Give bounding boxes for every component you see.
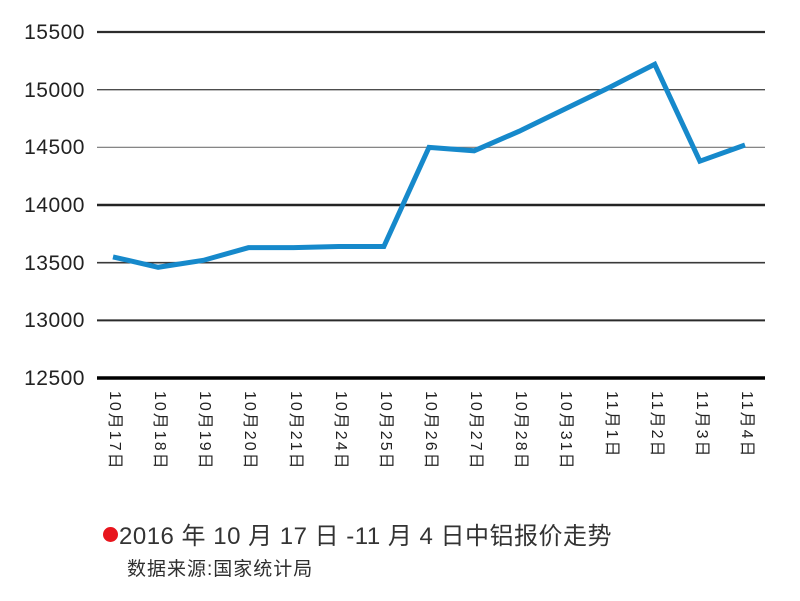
x-tick-label: 11月2日 (647, 391, 665, 459)
price-line-series (112, 60, 746, 270)
x-tick-label: 11月3日 (692, 391, 710, 459)
y-tick-label: 12500 (24, 367, 85, 390)
y-tick-label: 13500 (24, 251, 85, 275)
x-tick-label: 10月21日 (286, 391, 304, 471)
red-bullet-icon (103, 527, 118, 542)
x-tick-label: 10月19日 (196, 391, 214, 471)
x-tick-label: 10月24日 (331, 391, 349, 471)
x-tick-label: 10月25日 (376, 391, 394, 471)
x-tick-label: 10月28日 (512, 391, 530, 471)
chart-caption: 2016 年 10 月 17 日 -11 月 4 日中铝报价走势 (119, 523, 613, 550)
x-tick-label: 11月4日 (738, 391, 755, 459)
x-tick-label: 10月17日 (106, 391, 123, 471)
data-source-label: 数据来源:国家统计局 (127, 559, 314, 580)
gridlines (97, 30, 765, 380)
x-tick-label: 10月27日 (467, 391, 485, 471)
y-tick-label: 15000 (24, 78, 85, 102)
x-tick-label: 10月18日 (151, 391, 169, 471)
y-tick-label: 14000 (24, 194, 85, 217)
y-tick-label: 13000 (24, 309, 85, 333)
x-tick-label: 10月26日 (422, 391, 439, 471)
y-tick-label: 15500 (24, 21, 85, 44)
x-tick-label: 11月1日 (602, 391, 620, 459)
x-tick-label: 10月20日 (241, 391, 259, 471)
chart-caption-row: 2016 年 10 月 17 日 -11 月 4 日中铝报价走势 (103, 516, 612, 551)
x-tick-label: 10月31日 (557, 391, 575, 471)
y-tick-label: 14500 (24, 136, 85, 160)
